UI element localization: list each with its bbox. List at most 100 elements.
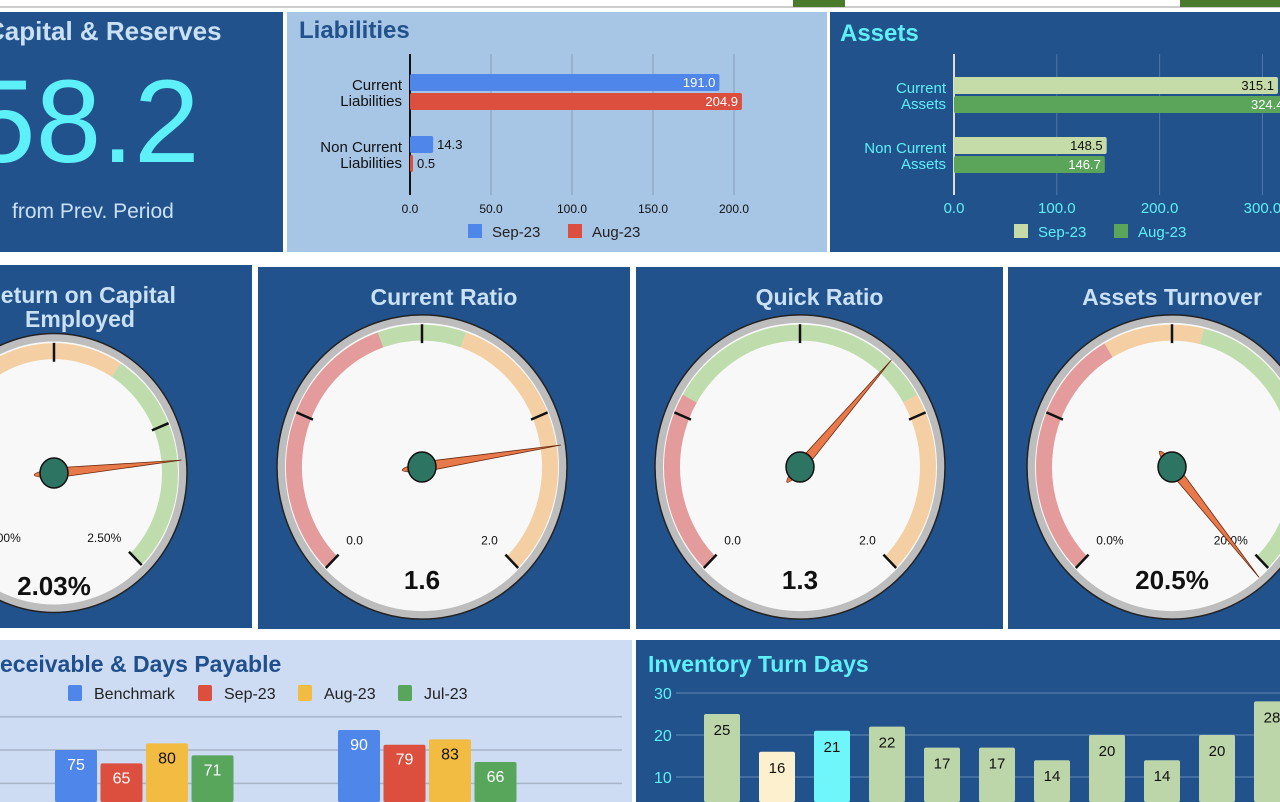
gauge-band (1036, 343, 1113, 568)
inventory-bar (1089, 735, 1125, 802)
bar-value-label: 28 (1264, 709, 1280, 726)
gauge-band (286, 332, 384, 568)
gauge-tick (324, 553, 340, 569)
inventory-bar (759, 751, 795, 802)
category-label: Liabilities (340, 155, 402, 172)
category-label: Non Current (864, 140, 947, 157)
gauge-value: 2.03% (17, 571, 91, 601)
legend-label: Sep-23 (224, 686, 276, 703)
bar-aug-23 (954, 156, 1105, 173)
capital-value: 58.2 (0, 56, 200, 188)
bar-aug-23 (410, 93, 742, 110)
gauge-tick (673, 411, 692, 421)
gauge-band (664, 394, 716, 568)
x-tick-label: 200.0 (719, 202, 749, 216)
legend-swatch (568, 224, 582, 238)
gauge-band (111, 363, 178, 565)
bar-sep-23 (383, 744, 426, 802)
bar-value-label: 80 (158, 750, 176, 767)
legend-label: Jul-23 (424, 686, 468, 703)
y-tick-label: 10 (654, 770, 672, 787)
gauge-min-label: 0.0 (724, 534, 741, 548)
gauge-hub (407, 451, 437, 483)
bar-value-label: 21 (824, 739, 841, 756)
gauge-band (460, 332, 558, 568)
capital-title: Capital & Reserves (0, 16, 222, 46)
inventory-bar (924, 747, 960, 802)
gauge-tick (504, 553, 520, 569)
x-tick-label: 50.0 (479, 202, 503, 216)
bar-jul-23 (191, 755, 234, 802)
bar-value-label: 17 (989, 756, 1006, 773)
gauge-band (0, 343, 121, 377)
bar-value-label: 79 (396, 752, 414, 769)
bar-sep-23 (410, 136, 434, 153)
bar-value-label: 71 (204, 762, 222, 779)
gauge-panel-quick-ratio: Quick Ratio 0.0 2.0 1.3 (636, 267, 1003, 629)
y-tick-label: 30 (654, 686, 672, 703)
legend-swatch (398, 685, 412, 701)
gauge-title: Employed (25, 306, 135, 332)
x-tick-label: 0.0 (402, 202, 419, 216)
legend-swatch (468, 224, 482, 238)
capital-subtitle: from Prev. Period (12, 200, 174, 223)
gauge-tick (908, 411, 927, 421)
assets-chart: 0.0 100.0 200.0 300.0CurrentAssets315.1324.… (864, 54, 1280, 241)
liabilities-panel: Liabilities 0.0 50.0 100.0 150.0 200.0 Curren… (287, 12, 827, 252)
gauge-panel-current-ratio: Current Ratio 0.0 2.0 1.6 (258, 267, 630, 629)
legend-label: Sep-23 (1038, 224, 1086, 241)
legend-label: Aug-23 (324, 686, 376, 703)
legend-swatch (1014, 224, 1028, 238)
bar-sep-23 (410, 74, 720, 91)
legend-label: Sep-23 (492, 224, 540, 241)
bar-benchmark (55, 750, 97, 802)
gauge-tick (151, 422, 170, 432)
bar-value-label: 20 (1209, 743, 1226, 760)
bar-value-label: 14 (1044, 768, 1061, 785)
legend-swatch (1114, 224, 1128, 238)
bar-value-label: 14.3 (437, 137, 462, 152)
legend-swatch (198, 685, 212, 701)
inventory-bar (979, 747, 1015, 802)
inventory-chart: 30 20 10 25 16 21 22 17 17 14 20 14 20 28 (654, 686, 1280, 802)
bar-value-label: 22 (879, 735, 896, 752)
gauge-title: Current Ratio (371, 284, 518, 310)
bar-value-label: 191.0 (683, 75, 716, 90)
bar-value-label: 204.9 (705, 94, 738, 109)
bar-value-label: 65 (113, 770, 131, 787)
legend-swatch (298, 685, 312, 701)
bar-value-label: 75 (67, 757, 85, 774)
capital-reserves-panel: Capital & Reserves 58.2 from Prev. Perio… (0, 12, 283, 252)
bar-aug-23 (954, 96, 1280, 113)
legend-swatch (68, 685, 82, 701)
gauge-hub (1157, 451, 1187, 483)
inventory-bar (814, 730, 850, 802)
bar-value-label: 14 (1154, 768, 1171, 785)
gauge-title: Return on Capital (0, 282, 176, 308)
gauge-max-label: 2.0 (859, 534, 876, 548)
days-chart: Benchmark 75 90 Sep-23 65 79 Aug-23 80 83 Jul-23 7… (0, 685, 622, 802)
gauge-tick (128, 550, 143, 566)
bar-sep-23 (954, 137, 1107, 154)
bar-value-label: 324.4 (1251, 97, 1280, 112)
gauge-tick (702, 553, 718, 569)
bar-aug-23 (410, 155, 413, 172)
gauge-hub (39, 457, 69, 489)
select-date-button[interactable] (1180, 0, 1280, 7)
inventory-bar (869, 726, 905, 802)
top-toolbar (0, 0, 1280, 8)
category-label: Current (352, 77, 403, 94)
liabilities-title: Liabilities (299, 17, 410, 44)
bar-value-label: 146.7 (1068, 157, 1101, 172)
bar-aug-23 (146, 743, 188, 802)
bar-value-label: 17 (934, 756, 951, 773)
gauge-value: 1.6 (404, 565, 440, 595)
inventory-panel: Inventory Turn Days 30 20 10 25 16 21 22 17 17 14… (636, 640, 1280, 802)
gauge-title: Assets Turnover (1082, 284, 1262, 310)
show-amounts-toggle[interactable] (793, 0, 845, 7)
x-tick-label: 200.0 (1141, 200, 1179, 217)
category-label: Current (896, 80, 947, 97)
gauge-min-label: 0.0 (346, 534, 363, 548)
